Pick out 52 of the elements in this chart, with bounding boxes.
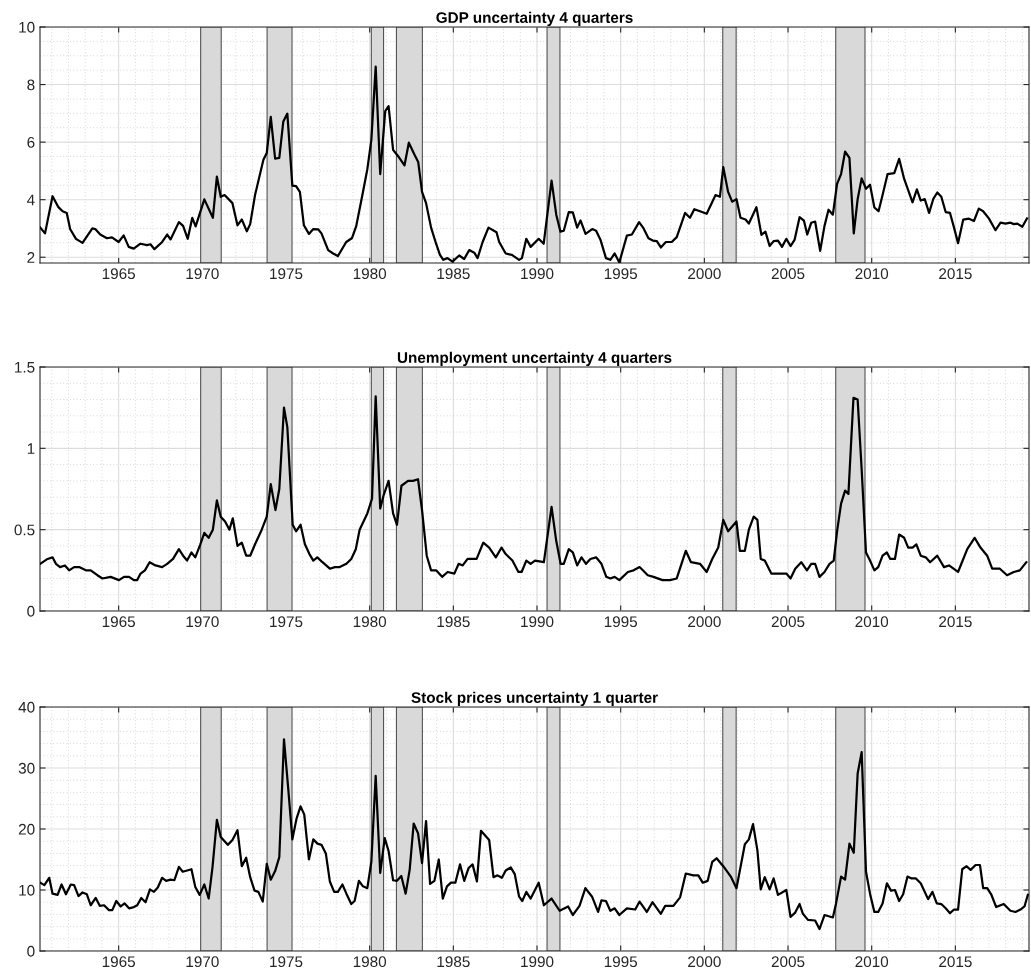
x-tick-label: 1980 [353, 956, 387, 968]
chart-title: Unemployment uncertainty 4 quarters [397, 351, 672, 366]
x-tick-label: 1990 [521, 616, 554, 628]
x-tick-label: 1995 [604, 268, 638, 280]
x-tick-label: 1980 [353, 268, 387, 280]
y-tick-label: 10 [19, 884, 35, 896]
x-tick-label: 2005 [771, 956, 805, 968]
x-tick-label: 1985 [437, 956, 470, 968]
x-tick-label: 1970 [186, 268, 219, 280]
x-tick-label: 2015 [939, 268, 972, 280]
x-tick-label: 1990 [521, 956, 554, 968]
y-tick-label: 40 [18, 701, 35, 713]
x-tick-label: 2015 [939, 956, 972, 968]
x-tick-label: 1970 [186, 616, 219, 628]
x-tick-label: 2000 [688, 268, 721, 280]
x-tick-label: 1965 [102, 956, 136, 968]
x-tick-label: 1985 [437, 268, 470, 280]
x-tick-label: 2015 [939, 616, 972, 628]
x-tick-label: 1965 [102, 616, 136, 628]
y-tick-label: 1.5 [15, 362, 35, 373]
line-series [40, 738, 1029, 931]
x-tick-label: 1965 [102, 268, 136, 280]
x-tick-label: 1975 [270, 956, 303, 968]
x-tick-label: 1970 [186, 956, 219, 968]
y-tick-label: 10 [19, 21, 35, 33]
x-tick-label: 1980 [353, 616, 387, 628]
y-tick-label: 2 [27, 252, 35, 263]
x-tick-label: 2010 [855, 268, 889, 280]
x-tick-label: 1985 [437, 616, 470, 628]
x-tick-label: 2010 [855, 616, 889, 628]
y-tick-label: 6 [27, 136, 35, 148]
line-series [40, 395, 1028, 582]
y-tick-label: 4 [26, 194, 35, 206]
x-tick-label: 1975 [270, 616, 303, 628]
x-tick-label: 1995 [604, 956, 638, 968]
y-tick-label: 8 [27, 79, 35, 91]
x-tick-label: 2005 [771, 616, 805, 628]
x-tick-label: 2010 [855, 956, 889, 968]
x-tick-label: 1975 [270, 268, 303, 280]
y-tick-label: 0 [27, 945, 35, 957]
x-tick-label: 2000 [688, 956, 721, 968]
chart-title: GDP uncertainty 4 quarters [436, 11, 633, 26]
y-tick-label: 0 [27, 605, 35, 617]
y-tick-label: 0.5 [14, 524, 35, 536]
x-tick-label: 1990 [521, 268, 554, 280]
x-tick-label: 2000 [688, 616, 721, 628]
x-tick-label: 2005 [771, 268, 805, 280]
y-tick-label: 1 [27, 443, 35, 454]
y-tick-label: 20 [18, 823, 35, 835]
y-tick-label: 30 [18, 762, 35, 774]
chart-title: Stock prices uncertainty 1 quarter [411, 691, 658, 706]
x-tick-label: 1995 [604, 616, 638, 628]
